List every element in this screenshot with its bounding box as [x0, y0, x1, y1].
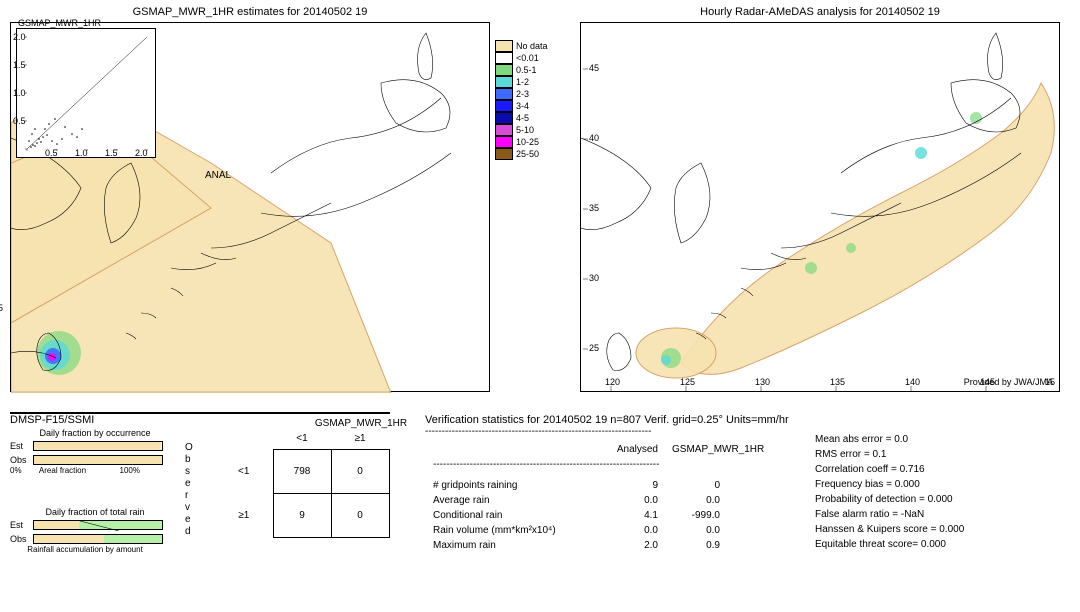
legend-item: 25-50 — [495, 148, 570, 160]
legend-item: 10-25 — [495, 136, 570, 148]
legend-item: 4-5 — [495, 112, 570, 124]
verif-row: Average rain0.00.0 — [427, 494, 726, 507]
inset-title: GSMAP_MWR_1HR — [18, 18, 101, 28]
precip-extreme — [48, 353, 56, 361]
lat-25: 25 — [0, 303, 3, 313]
coast-taiwan-r — [607, 333, 631, 371]
precip-r1b — [661, 355, 671, 365]
radar-coverage — [681, 83, 1054, 374]
legend-item: 2-3 — [495, 88, 570, 100]
provided-label: Provided by JWA/JMA — [964, 377, 1053, 387]
coast-china-r — [581, 138, 651, 230]
stat-line: Mean abs error = 0.0 — [815, 434, 964, 445]
legend-item: 0.5-1 — [495, 64, 570, 76]
inset-scatter: 2.0 1.5 1.0 0.5 0.5 1.0 1.5 2.0 — [16, 28, 156, 158]
coast-hokkaido-r — [951, 80, 1020, 132]
right-map-title: Hourly Radar-AMeDAS analysis for 2014050… — [580, 6, 1060, 18]
stat-line: Equitable threat score= 0.000 — [815, 539, 964, 550]
precip-r2 — [805, 262, 817, 274]
legend-item: 1-2 — [495, 76, 570, 88]
verif-row: Maximum rain2.00.9 — [427, 539, 726, 552]
legend-item: 5-10 — [495, 124, 570, 136]
verif-row: # gridpoints raining90 — [427, 479, 726, 492]
lon-tick: 120 — [605, 377, 620, 387]
precip-r4 — [915, 147, 927, 159]
legend-item: 3-4 — [495, 100, 570, 112]
coast-sakhalin — [418, 33, 433, 80]
coast-korea-r — [674, 163, 710, 243]
precip-r3 — [846, 243, 856, 253]
stat-line: Frequency bias = 0.000 — [815, 479, 964, 490]
coast-sakhalin-r — [988, 33, 1003, 80]
color-legend: No data<0.010.5-11-22-33-44-55-1010-2525… — [495, 40, 570, 160]
verification-stats: Verification statistics for 20140502 19 … — [425, 414, 789, 554]
legend-item: <0.01 — [495, 52, 570, 64]
totalrain-bars: Daily fraction of total rain Est Obs Rai… — [10, 507, 180, 554]
stat-line: Correlation coeff = 0.716 — [815, 464, 964, 475]
left-map-title: GSMAP_MWR_1HR estimates for 20140502 19 — [10, 6, 490, 18]
observed-label: Observed — [185, 442, 193, 538]
legend-item: No data — [495, 40, 570, 52]
score-stats: Mean abs error = 0.0 RMS error = 0.1 Corre… — [815, 434, 964, 554]
contingency-table: GSMAP_MWR_1HR <1≥1 <17980 ≥190 — [215, 418, 449, 538]
verif-row: Conditional rain4.1-999.0 — [427, 509, 726, 522]
anal-label: ANAL — [205, 170, 231, 181]
stat-line: Hanssen & Kuipers score = 0.000 — [815, 524, 964, 535]
right-map-panel: 120 125 130 135 140 145 15 25 30 35 40 4… — [580, 22, 1060, 392]
stat-line: False alarm ratio = -NaN — [815, 509, 964, 520]
coast-hokkaido — [381, 80, 450, 132]
stat-line: Probability of detection = 0.000 — [815, 494, 964, 505]
occurrence-bars: Daily fraction by occurrence Est Obs 0%A… — [10, 428, 180, 475]
stat-line: RMS error = 0.1 — [815, 449, 964, 460]
verif-row: Rain volume (mm*km²x10⁴)0.00.0 — [427, 524, 726, 537]
